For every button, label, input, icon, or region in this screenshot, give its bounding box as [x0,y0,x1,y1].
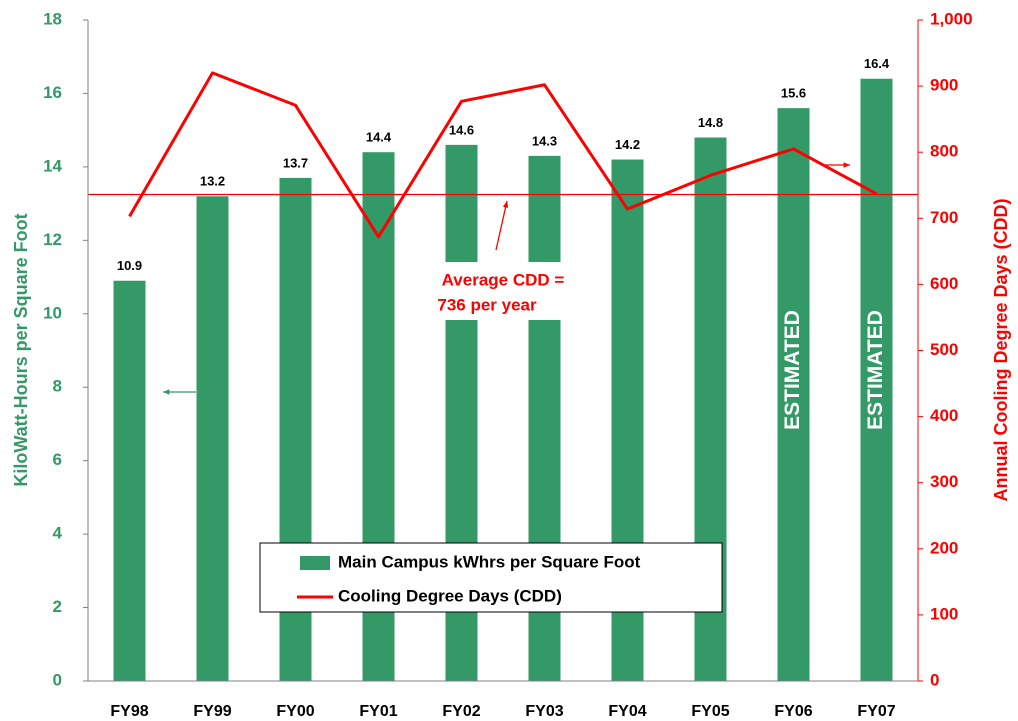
arrow [495,200,508,251]
estimated-label: ESTIMATED [781,310,804,430]
value-label: 16.4 [864,56,890,71]
y2-tick-label: 600 [930,274,958,293]
y2-tick-label: 300 [930,472,958,491]
bar [860,78,893,681]
y-tick-label: 12 [43,230,62,249]
y-tick-label: 16 [43,83,62,102]
y2-tick-label: 400 [930,406,958,425]
y2-tick-label: 1,000 [930,9,973,28]
y-tick-label: 6 [53,450,62,469]
x-tick-label: FY05 [691,703,729,720]
x-tick-label: FY06 [774,703,812,720]
arrow-head [163,389,170,395]
x-tick-label: FY00 [276,703,314,720]
estimated-label: ESTIMATED [864,310,887,430]
legend-label: Main Campus kWhrs per Square Foot [338,552,641,571]
y-tick-label: 8 [53,377,62,396]
value-label: 14.3 [532,133,557,148]
legend: Main Campus kWhrs per Square Foot Cooling… [259,542,723,613]
y-axis-title: KiloWatt-Hours per Square Foot [11,213,31,486]
legend-box [259,542,723,613]
x-tick-label: FY01 [359,703,397,720]
y2-axis-title: Annual Cooling Degree Days (CDD) [991,198,1011,501]
value-label: 10.9 [117,258,142,273]
x-tick-label: FY02 [442,703,480,720]
value-label: 14.4 [366,130,392,145]
y2-tick-label: 900 [930,76,958,95]
x-tick-label: FY98 [110,703,148,720]
value-label: 14.8 [698,115,723,130]
x-tick-label: FY07 [857,703,895,720]
value-label: 13.7 [283,155,308,170]
y2-tick-label: 500 [930,340,958,359]
x-tick-label: FY99 [193,703,231,720]
value-label: 14.2 [615,137,640,152]
x-tick-label: FY03 [525,703,563,720]
y2-tick-label: 700 [930,208,958,227]
y2-tick-label: 200 [930,538,958,557]
y-tick-label: 10 [43,303,62,322]
bar [196,196,229,681]
value-label: 13.2 [200,174,225,189]
value-label: 15.6 [781,86,806,101]
arrow-head [502,201,509,208]
legend-label: Cooling Degree Days (CDD) [338,586,562,605]
y2-tick-label: 100 [930,604,958,623]
cdd-line [128,71,878,239]
x-tick-label: FY04 [608,703,646,720]
legend-swatch [300,556,330,570]
arrow-head [843,162,850,168]
y2-tick-label: 0 [930,670,939,689]
annotation-bg [420,262,588,320]
annotation: Average CDD = [442,270,565,289]
value-label: 14.6 [449,122,474,137]
y-tick-label: 0 [53,670,62,689]
y-tick-label: 4 [53,524,63,543]
bar [777,108,810,682]
bar [113,280,146,681]
y-tick-label: 14 [43,156,62,175]
y2-tick-label: 800 [930,142,958,161]
y-tick-label: 2 [53,597,62,616]
y-tick-label: 18 [43,9,62,28]
annotation: 736 per year [437,295,537,314]
